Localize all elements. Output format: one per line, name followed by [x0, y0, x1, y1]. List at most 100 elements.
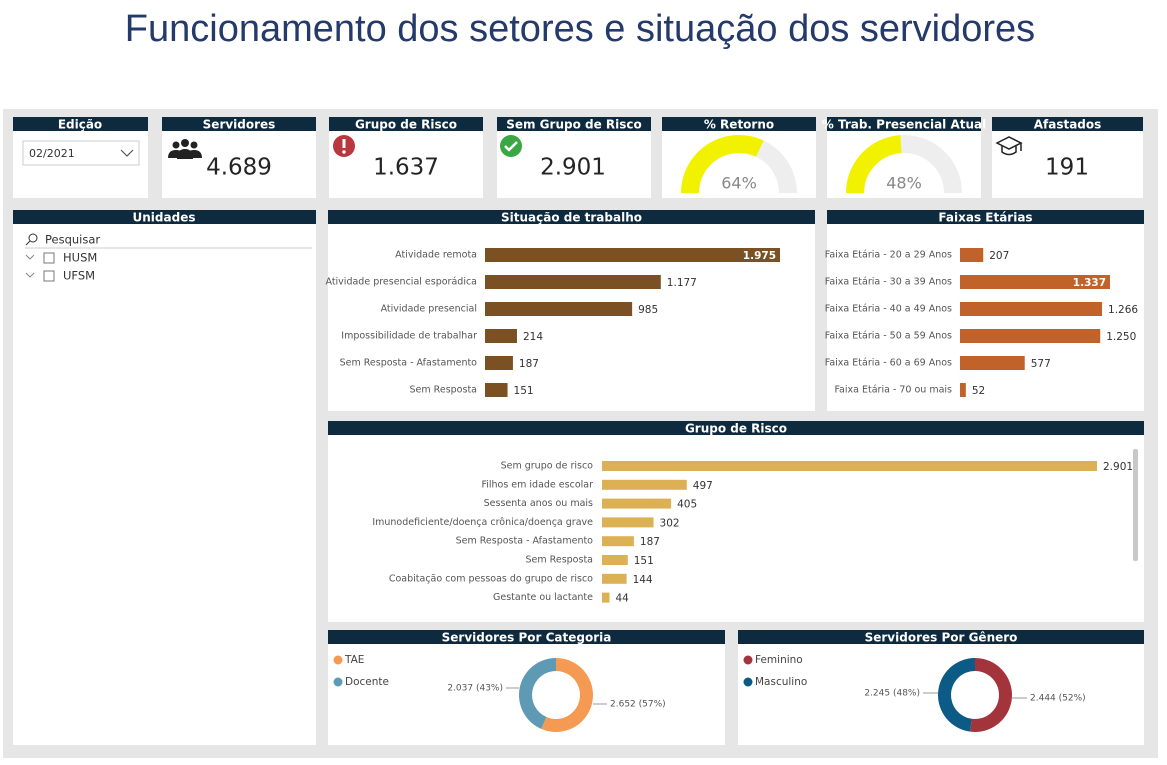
bar-category: Atividade presencial esporádica — [325, 277, 477, 288]
bar-value: 144 — [633, 574, 653, 586]
icon-part — [190, 141, 198, 149]
bar-value: 1.266 — [1108, 304, 1138, 316]
panel-header — [662, 117, 816, 131]
icon-part — [342, 139, 346, 148]
bar-value: 52 — [972, 385, 985, 397]
kpi-value: 1.637 — [373, 155, 439, 181]
panel-title: % Retorno — [704, 118, 774, 132]
bar-value: 44 — [616, 593, 630, 605]
bar-value: 151 — [514, 385, 534, 397]
bar-value: 207 — [989, 250, 1009, 262]
dropdown-value: 02/2021 — [29, 147, 75, 160]
charts: % Retorno 64% % Trab. Presencial Atual 48% S… — [325, 117, 1144, 745]
panel-title: Afastados — [1034, 118, 1102, 132]
bar-value: 2.901 — [1103, 461, 1133, 473]
panel-header — [328, 421, 1144, 435]
dropdown-box[interactable] — [22, 140, 140, 166]
unit-list: HUSM UFSM — [25, 251, 97, 283]
icon-part — [500, 135, 522, 157]
bar — [485, 302, 633, 316]
panel-title: Servidores — [203, 118, 276, 132]
gauge-label: 48% — [886, 174, 922, 193]
icon-part — [504, 141, 518, 152]
panel-header — [328, 630, 725, 644]
bar-category: Atividade presencial — [381, 304, 477, 315]
bar-category: Sem Resposta - Afastamento — [340, 358, 478, 369]
legend-label[interactable]: TAE — [344, 654, 364, 666]
search-placeholder: Pesquisar — [45, 233, 100, 247]
bar — [602, 517, 654, 528]
icon-part — [1001, 143, 1022, 156]
bar — [960, 275, 1110, 289]
check-icon — [500, 135, 522, 157]
dropdown-chevron — [120, 149, 134, 157]
panel-header — [738, 630, 1144, 644]
bar — [602, 498, 672, 509]
bar — [960, 329, 1101, 343]
panel-title: Faixas Etárias — [938, 211, 1032, 225]
alert-icon — [333, 135, 355, 157]
panel-header — [992, 117, 1143, 131]
bar-value: 405 — [677, 499, 697, 511]
bar-value: 187 — [640, 536, 660, 548]
panel-header — [13, 210, 316, 224]
bar-category: Faixa Etária - 70 ou mais — [834, 385, 952, 396]
icon-part — [342, 150, 346, 154]
bar-category: Filhos em idade escolar — [481, 479, 593, 490]
bar — [602, 592, 610, 603]
bar — [485, 383, 508, 397]
bar-category: Faixa Etária - 20 a 29 Anos — [825, 250, 952, 261]
bar-category: Faixa Etária - 40 a 49 Anos — [825, 304, 952, 315]
expand-chevron[interactable] — [25, 254, 35, 260]
card-title: Edição — [58, 118, 102, 132]
legend-label[interactable]: Masculino — [755, 676, 807, 688]
legend-swatch — [743, 677, 753, 687]
bar-value: 1.250 — [1106, 331, 1136, 343]
bar-value: 985 — [638, 304, 658, 316]
kpi-value: 4.689 — [206, 155, 272, 181]
panel-header — [162, 117, 316, 131]
gauge-fill — [846, 135, 902, 193]
unit-label: HUSM — [63, 251, 97, 265]
panel-title: Servidores Por Gênero — [865, 631, 1018, 645]
gauge-fill — [681, 135, 764, 193]
bar-category: Faixa Etária - 60 a 69 Anos — [825, 358, 952, 369]
units-panel — [13, 210, 316, 745]
icon-part — [168, 149, 202, 159]
expand-chevron[interactable] — [25, 272, 35, 278]
bar — [960, 383, 966, 397]
bar-category: Sem grupo de risco — [501, 461, 594, 472]
legend-label[interactable]: Docente — [345, 676, 389, 688]
panel-header — [497, 117, 651, 131]
scrollbar[interactable] — [1133, 449, 1138, 561]
bar — [485, 275, 661, 289]
search-box[interactable]: Pesquisar — [25, 233, 312, 249]
donut-label: 2.444 (52%) — [1030, 694, 1086, 704]
legend-swatch — [743, 655, 753, 665]
donut-slice — [519, 658, 556, 729]
panel-header — [827, 117, 981, 131]
panel-header — [329, 117, 483, 131]
bar — [485, 356, 513, 370]
bar-value: 302 — [660, 517, 680, 529]
bar — [960, 302, 1103, 316]
legend-label[interactable]: Feminino — [755, 654, 803, 666]
bar-value: 1.177 — [667, 277, 697, 289]
panel-title: Sem Grupo de Risco — [506, 118, 642, 132]
bar — [485, 329, 517, 343]
bar-value: 151 — [634, 555, 654, 567]
checkbox[interactable] — [43, 252, 55, 264]
kpi-value: 191 — [1045, 155, 1089, 181]
bar — [960, 248, 984, 262]
edition-dropdown[interactable]: 02/2021 — [22, 140, 140, 166]
bar-category: Sem Resposta — [410, 385, 477, 396]
checkbox[interactable] — [43, 270, 55, 282]
gauge-label: 64% — [721, 174, 757, 193]
donut-slice — [970, 658, 1013, 732]
bar — [602, 573, 627, 584]
bar-category: Impossibilidade de trabalhar — [341, 331, 477, 342]
bar-value: 187 — [519, 358, 539, 370]
card-header — [13, 117, 148, 131]
bar-category: Sessenta anos ou mais — [484, 498, 593, 509]
